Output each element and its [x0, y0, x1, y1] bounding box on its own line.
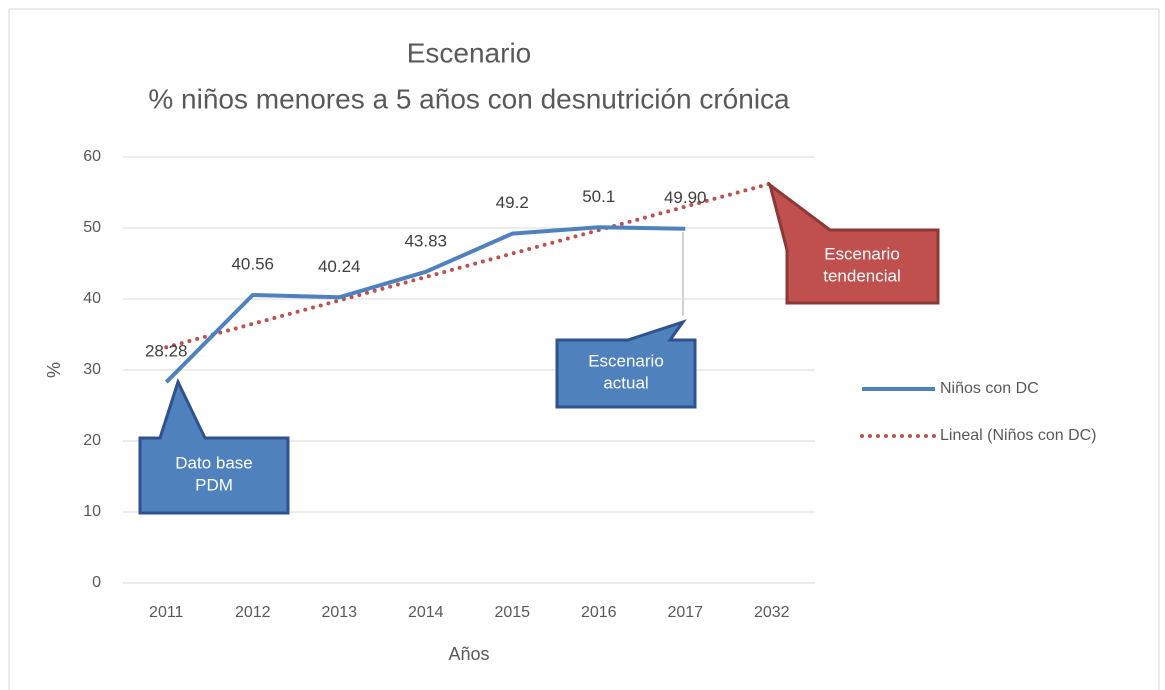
x-tick-label: 2011 — [149, 604, 184, 621]
callout-text: PDM — [195, 475, 233, 494]
callout-text: actual — [603, 373, 648, 392]
x-tick-label: 2017 — [667, 604, 703, 621]
x-tick-label: 2012 — [235, 604, 271, 621]
x-tick-label: 2014 — [408, 604, 444, 621]
data-label: 49.90 — [664, 188, 707, 207]
y-tick-label: 30 — [83, 361, 101, 378]
data-label: 49.2 — [496, 193, 529, 212]
y-tick-label: 10 — [83, 503, 101, 520]
data-label: 40.24 — [318, 257, 361, 276]
y-axis-label: % — [44, 362, 64, 378]
chart-title: Escenario — [407, 37, 532, 68]
x-axis-label: Años — [448, 644, 489, 664]
y-tick-label: 60 — [83, 148, 101, 165]
callout-text: tendencial — [823, 266, 901, 285]
callout-text: Escenario — [588, 351, 664, 370]
y-tick-label: 20 — [83, 432, 101, 449]
x-tick-label: 2032 — [754, 604, 790, 621]
callout-text: Dato base — [175, 453, 253, 472]
callout — [138, 377, 290, 515]
callout-text: Escenario — [824, 244, 900, 263]
x-tick-label: 2016 — [581, 604, 617, 621]
y-tick-label: 50 — [83, 219, 101, 236]
data-label: 40.56 — [231, 255, 274, 274]
legend-label: Lineal (Niños con DC) — [940, 427, 1097, 444]
callout — [767, 181, 940, 305]
series-line — [164, 181, 774, 350]
callout — [555, 319, 697, 409]
data-label: 50.1 — [582, 187, 615, 206]
y-tick-label: 40 — [83, 290, 101, 307]
data-label: 28.28 — [145, 342, 188, 361]
x-tick-label: 2013 — [321, 604, 357, 621]
series-line — [164, 225, 686, 384]
chart-title: % niños menores a 5 años con desnutrició… — [148, 83, 790, 114]
data-label: 43.83 — [404, 231, 447, 250]
legend-label: Niños con DC — [940, 380, 1039, 397]
x-tick-label: 2015 — [494, 604, 530, 621]
y-tick-label: 0 — [92, 574, 101, 591]
